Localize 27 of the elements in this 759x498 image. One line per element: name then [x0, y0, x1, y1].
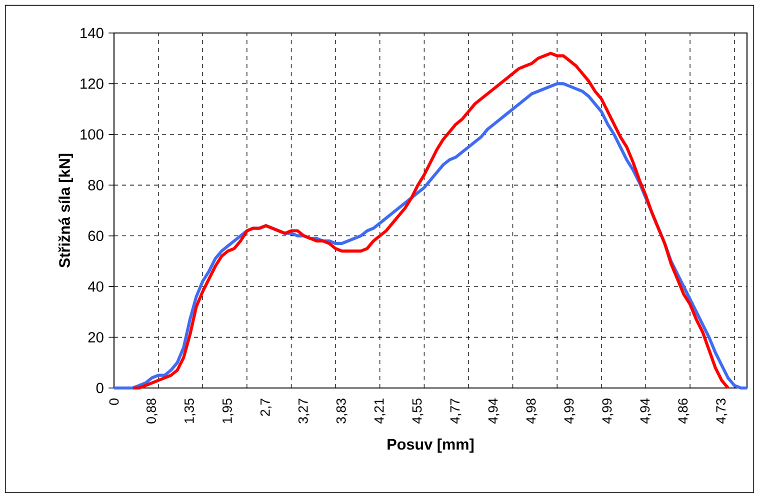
x-tick-label: 1,35 [184, 398, 196, 423]
x-tick-label: 3,83 [336, 398, 348, 424]
x-tick-label: 4,99 [602, 398, 614, 424]
x-axis-title: Posuv [mm] [388, 438, 474, 453]
x-tick-label: 0,88 [146, 398, 158, 424]
x-tick-label: 0 [109, 398, 119, 405]
x-tick-label: 4,94 [640, 398, 652, 424]
x-tick-label: 2,7 [260, 398, 272, 416]
y-tick-label: 100 [80, 129, 104, 140]
x-tick-label: 3,27 [298, 398, 310, 424]
y-tick-label: 0 [96, 382, 104, 394]
y-tick-label: 20 [88, 332, 104, 342]
y-tick-label: 40 [88, 281, 104, 292]
x-tick-label: 4,94 [488, 398, 500, 424]
x-tick-label: 1,95 [222, 398, 234, 423]
x-tick-label: 4,73 [716, 398, 728, 424]
y-tick-label: 80 [88, 180, 104, 190]
y-tick-label: 120 [80, 78, 104, 89]
x-tick-label: 4,21 [374, 398, 386, 424]
y-axis-title: Střižná síla [kN] [58, 154, 73, 268]
x-tick-label: 4,77 [450, 398, 462, 424]
x-tick-label: 4,86 [678, 398, 690, 424]
y-tick-label: 140 [80, 28, 104, 38]
x-tick-label: 4,98 [526, 398, 538, 424]
x-tick-label: 4,99 [564, 398, 576, 424]
y-tick-label: 60 [88, 230, 104, 242]
x-tick-label: 4,55 [412, 398, 424, 424]
